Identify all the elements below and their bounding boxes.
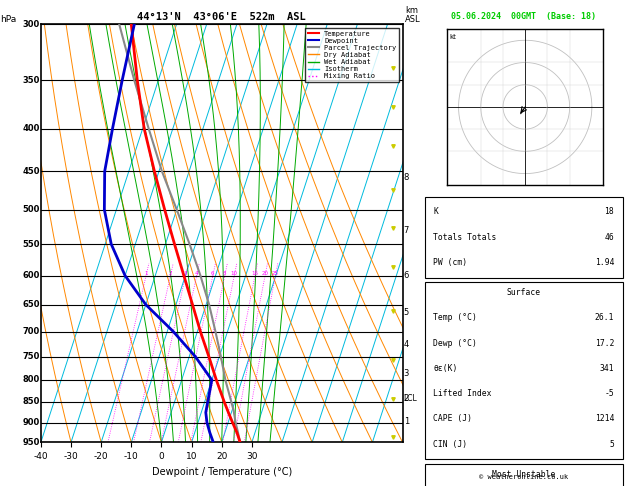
Text: 5: 5 [610,440,615,449]
Text: LCL: LCL [404,395,418,403]
Text: PW (cm): PW (cm) [433,258,467,267]
Text: 900: 900 [23,418,40,427]
Text: 950: 950 [23,438,40,447]
Text: CAPE (J): CAPE (J) [433,415,472,423]
Legend: Temperature, Dewpoint, Parcel Trajectory, Dry Adiabat, Wet Adiabat, Isotherm, Mi: Temperature, Dewpoint, Parcel Trajectory… [305,28,399,82]
Text: CIN (J): CIN (J) [433,440,467,449]
Text: 700: 700 [23,327,40,336]
X-axis label: Dewpoint / Temperature (°C): Dewpoint / Temperature (°C) [152,467,292,477]
Text: 600: 600 [23,271,40,280]
Text: 18: 18 [604,208,615,216]
Text: 1: 1 [404,417,409,426]
Text: 800: 800 [23,376,40,384]
Text: © weatheronline.co.uk: © weatheronline.co.uk [479,474,568,480]
Text: 750: 750 [23,352,40,361]
Text: -5: -5 [604,389,615,398]
Text: 2: 2 [169,271,172,276]
Text: 25: 25 [272,271,279,276]
Text: Most Unstable: Most Unstable [492,470,555,479]
Text: 1.94: 1.94 [595,258,615,267]
Text: 26.1: 26.1 [595,313,615,322]
Bar [425,282,623,459]
Text: 10: 10 [231,271,238,276]
Bar [425,197,623,278]
Text: kt: kt [450,34,457,39]
Text: 7: 7 [404,226,409,235]
Text: hPa: hPa [0,15,16,24]
Text: 850: 850 [23,398,40,406]
Text: 8: 8 [223,271,226,276]
Title: 44°13'N  43°06'E  522m  ASL: 44°13'N 43°06'E 522m ASL [137,12,306,22]
Text: 6: 6 [211,271,214,276]
Text: 1214: 1214 [595,415,615,423]
Text: 6: 6 [404,271,409,279]
Text: 450: 450 [22,167,40,176]
Text: 20: 20 [262,271,269,276]
Text: 550: 550 [22,240,40,248]
Text: 400: 400 [23,124,40,133]
Text: Totals Totals: Totals Totals [433,233,496,242]
Text: 4: 4 [195,271,198,276]
Text: 341: 341 [599,364,615,373]
Text: 17.2: 17.2 [595,339,615,347]
Text: 1: 1 [144,271,148,276]
Text: θε(K): θε(K) [433,364,457,373]
Text: 300: 300 [23,20,40,29]
Text: 46: 46 [604,233,615,242]
Text: 2: 2 [404,395,409,403]
Text: km
ASL: km ASL [406,6,421,24]
Text: 3: 3 [404,369,409,378]
Text: 8: 8 [404,173,409,182]
Text: Dewp (°C): Dewp (°C) [433,339,477,347]
Text: 5: 5 [404,308,409,317]
Text: 500: 500 [23,205,40,214]
Text: 3: 3 [184,271,187,276]
Text: Surface: Surface [506,288,541,297]
Text: 650: 650 [22,300,40,309]
Bar [425,464,623,486]
Text: 05.06.2024  00GMT  (Base: 18): 05.06.2024 00GMT (Base: 18) [451,12,596,21]
Text: 16: 16 [252,271,259,276]
Text: Lifted Index: Lifted Index [433,389,491,398]
Text: Temp (°C): Temp (°C) [433,313,477,322]
Text: 4: 4 [404,340,409,349]
Text: 350: 350 [23,76,40,85]
Text: K: K [433,208,438,216]
